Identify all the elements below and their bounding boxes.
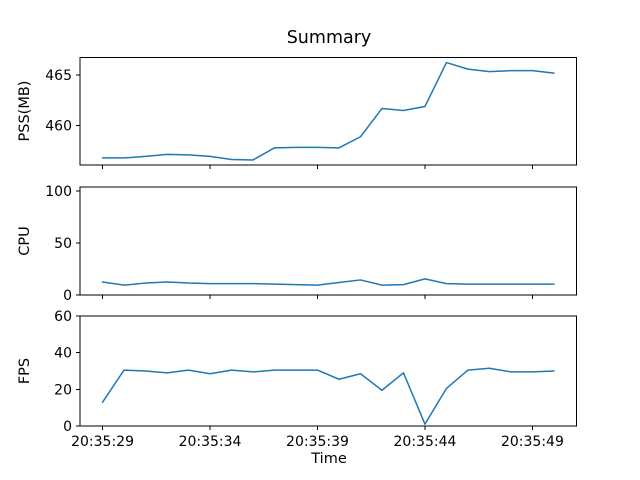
fps-ytick-label: 60 — [54, 309, 72, 325]
pss-y-axis-label: PSS(MB) — [17, 81, 33, 142]
x-tick-label: 20:35:44 — [394, 434, 457, 450]
chart-title: Summary — [287, 28, 372, 48]
pss-ytick-label: 460 — [45, 119, 72, 135]
subplot-fps: FPS 0 20 40 60 20:35:29 20:35:34 20:35:39 20:35… — [17, 309, 577, 450]
cpu-axes-border — [79, 186, 577, 296]
cpu-line — [101, 278, 555, 286]
x-axis-label: Time — [310, 451, 347, 467]
subplot-pss: PSS(MB) 460 465 — [17, 57, 577, 169]
x-tick-label: 20:35:29 — [71, 434, 134, 450]
fps-axes-border — [79, 315, 577, 427]
fps-ytick-label: 40 — [54, 346, 72, 362]
subplot-cpu: CPU 0 50 100 — [17, 184, 577, 304]
fps-y-axis-label: FPS — [17, 358, 33, 384]
fps-ytick-label: 0 — [63, 419, 72, 435]
x-tick-label: 20:35:39 — [286, 434, 349, 450]
cpu-ytick-label: 0 — [63, 288, 72, 304]
pss-ytick-label: 465 — [45, 68, 72, 84]
cpu-y-axis-label: CPU — [17, 226, 33, 255]
cpu-ytick-label: 100 — [45, 184, 72, 200]
pss-line — [101, 61, 555, 161]
cpu-ytick-label: 50 — [54, 236, 72, 252]
fps-ytick-label: 20 — [54, 382, 72, 398]
pss-axes-border — [79, 57, 577, 166]
fps-line — [101, 367, 555, 425]
x-tick-label: 20:35:49 — [501, 434, 564, 450]
x-tick-label: 20:35:34 — [179, 434, 242, 450]
